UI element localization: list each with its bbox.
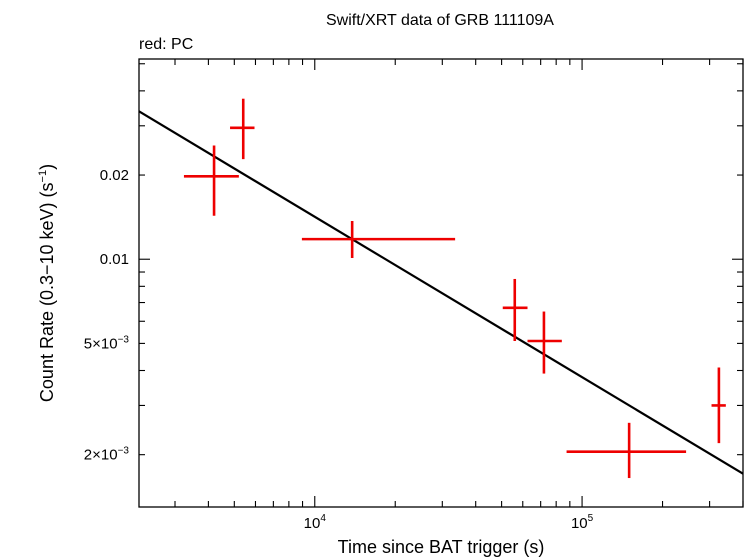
data-point	[711, 367, 726, 444]
data-point	[301, 220, 456, 259]
y-tick-label: 2×10−3	[84, 446, 130, 464]
data-point	[183, 145, 239, 216]
chart-title: Swift/XRT data of GRB 111109A	[326, 12, 554, 29]
y-tick-label-exp: −3	[118, 334, 130, 345]
y-tick-label: 0.02	[100, 167, 129, 184]
y-tick-label: 5×10−3	[84, 334, 130, 352]
data-point	[527, 311, 562, 374]
chart-subtitle: red: PC	[139, 36, 193, 53]
data-point	[502, 278, 528, 341]
x-tick-label: 105	[571, 513, 594, 532]
axis-ticks	[139, 59, 744, 507]
y-axis-label-exp: −1	[37, 170, 49, 183]
y-axis-label-close: )	[37, 164, 57, 170]
data-point	[230, 98, 255, 160]
x-axis-label: Time since BAT trigger (s)	[338, 537, 545, 557]
y-tick-label-base: 0.01	[100, 251, 129, 268]
y-tick-labels: 0.020.015×10−32×10−3	[84, 167, 130, 464]
y-tick-label: 0.01	[100, 251, 129, 268]
x-tick-label-base: 10	[571, 515, 588, 532]
y-axis-label: Count Rate (0.3−10 keV) (s−1)	[37, 164, 57, 402]
plot-frame	[138, 58, 744, 508]
data-point	[566, 422, 687, 479]
x-tick-label-exp: 5	[588, 513, 594, 524]
x-tick-label-base: 10	[304, 515, 321, 532]
model-fit-line	[138, 110, 744, 475]
data-points	[183, 98, 726, 479]
y-tick-label-base: 0.02	[100, 167, 129, 184]
x-tick-label-exp: 4	[320, 513, 326, 524]
x-tick-labels: 104 105	[304, 513, 594, 532]
x-tick-label: 104	[304, 513, 327, 532]
y-tick-label-exp: −3	[118, 446, 130, 457]
y-tick-label-base: 2×10	[84, 447, 118, 464]
y-tick-label-base: 5×10	[84, 335, 118, 352]
y-axis-label-main: Count Rate (0.3−10 keV) (s	[37, 182, 57, 402]
